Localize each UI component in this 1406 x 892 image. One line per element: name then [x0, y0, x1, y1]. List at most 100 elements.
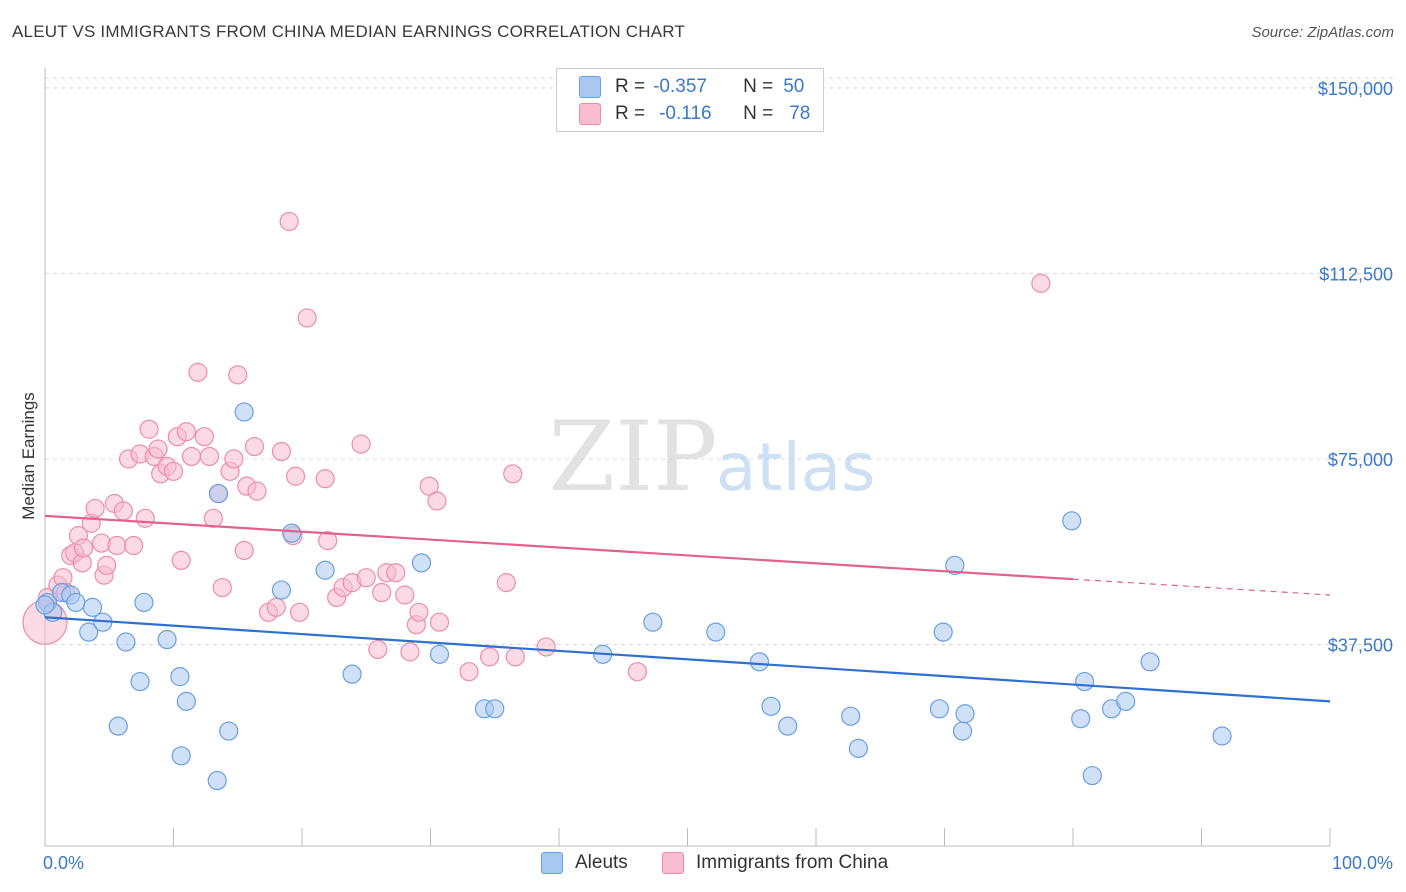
- aleut-point: [108, 716, 128, 736]
- watermark: ZIP atlas: [548, 401, 875, 513]
- legend-n-value: 78: [789, 103, 811, 124]
- china-point: [73, 538, 94, 558]
- aleut-point: [933, 622, 953, 642]
- source-label: Source: ZipAtlas.com: [1251, 24, 1394, 41]
- china-point: [368, 639, 388, 660]
- china-point: [285, 466, 306, 486]
- china-point: [148, 439, 168, 459]
- china-point: [124, 535, 144, 556]
- china-point: [163, 461, 184, 481]
- y-tick-label: $37,500: [1328, 635, 1393, 655]
- china-point: [194, 427, 214, 447]
- aleut-point: [945, 555, 965, 575]
- china-point: [496, 573, 516, 593]
- china-point: [139, 419, 159, 439]
- aleut-point: [157, 629, 177, 650]
- legend-row-aleuts: R = -0.357 N = 50: [579, 75, 804, 99]
- china-point: [289, 602, 310, 622]
- china-point: [409, 602, 429, 622]
- y-tick-label: $150,000: [1318, 79, 1393, 99]
- china-point: [429, 612, 450, 632]
- x-tick-label-max: 100.0%: [1332, 853, 1393, 873]
- chart-title: ALEUT VS IMMIGRANTS FROM CHINA MEDIAN EA…: [12, 22, 686, 41]
- series-label-china: Immigrants from China: [696, 852, 889, 873]
- china-point: [247, 481, 267, 501]
- aleut-point: [1116, 691, 1136, 711]
- china-point: [85, 498, 105, 519]
- aleut-point: [170, 667, 190, 687]
- china-point: [188, 362, 208, 382]
- watermark-zip: ZIP: [548, 401, 717, 513]
- china-point: [505, 647, 525, 667]
- china-point: [212, 577, 232, 598]
- china-point: [199, 446, 220, 467]
- aleut-point: [761, 696, 781, 716]
- china-point: [419, 476, 439, 496]
- aleut-point: [176, 691, 196, 711]
- series-legend: Aleuts Immigrants from China: [0, 852, 1406, 878]
- series-swatch-aleuts: [541, 852, 563, 874]
- legend-r-value: -0.357: [653, 76, 707, 97]
- aleut-point: [411, 553, 432, 573]
- china-point: [372, 582, 392, 603]
- china-point: [386, 563, 406, 583]
- china-point: [427, 491, 447, 511]
- aleut-point: [79, 622, 99, 642]
- aleut-point: [234, 402, 254, 422]
- series-legend-china[interactable]: Immigrants from China: [662, 852, 888, 874]
- aleut-point: [66, 592, 86, 613]
- china-trend-line: [44, 514, 1074, 581]
- china-point: [234, 540, 254, 561]
- aleut-point: [929, 699, 949, 719]
- series-swatch-china: [662, 852, 684, 874]
- aleut-point: [1074, 671, 1095, 692]
- aleut-point: [955, 704, 975, 724]
- aleut-point: [82, 597, 103, 617]
- china-point: [203, 508, 223, 528]
- trend-lines: [44, 514, 1331, 703]
- legend-n-label: N =: [743, 103, 774, 124]
- legend-n-label: N =: [743, 76, 774, 97]
- china-point: [297, 308, 317, 328]
- series-label-aleuts: Aleuts: [575, 852, 628, 873]
- aleut-point: [171, 746, 191, 766]
- china-point: [503, 464, 523, 484]
- china-point: [107, 535, 127, 556]
- axis-labels: $37,500 $75,000 $112,500 $150,000 0.0% 100.0%…: [19, 79, 1393, 873]
- china-point: [176, 422, 196, 442]
- x-tick-label-min: 0.0%: [43, 853, 84, 873]
- aleut-point: [706, 622, 726, 642]
- china-point: [351, 434, 371, 454]
- aleut-point: [429, 644, 450, 664]
- china-point: [459, 662, 479, 682]
- china-point: [113, 501, 133, 521]
- china-point: [228, 365, 248, 385]
- series-legend-aleuts[interactable]: Aleuts: [541, 852, 628, 874]
- china-point: [135, 508, 155, 528]
- y-axis-title: Median Earnings: [19, 392, 38, 520]
- china-point: [536, 637, 556, 657]
- aleut-point: [1062, 511, 1082, 531]
- aleut-point: [116, 632, 136, 652]
- china-point: [318, 530, 338, 551]
- aleut-point: [778, 716, 798, 736]
- legend-swatch-aleuts: [579, 76, 601, 98]
- aleut-point: [271, 580, 292, 600]
- aleut-trend-line: [44, 616, 1331, 703]
- aleut-point: [315, 560, 335, 580]
- legend-r-label: R =: [615, 76, 646, 97]
- aleut-point: [841, 706, 861, 726]
- axes: [44, 68, 1331, 847]
- aleut-point: [1140, 652, 1160, 672]
- aleut-point: [1071, 709, 1091, 729]
- aleut-point: [342, 664, 362, 684]
- aleut-point: [219, 721, 239, 741]
- aleut-point: [485, 699, 505, 719]
- china-point: [171, 550, 191, 570]
- china-trend-line-extension: [1072, 578, 1331, 596]
- legend-swatch-china: [579, 103, 601, 125]
- aleut-point: [643, 612, 663, 632]
- legend-n-value: 50: [783, 76, 805, 97]
- china-point: [395, 585, 415, 605]
